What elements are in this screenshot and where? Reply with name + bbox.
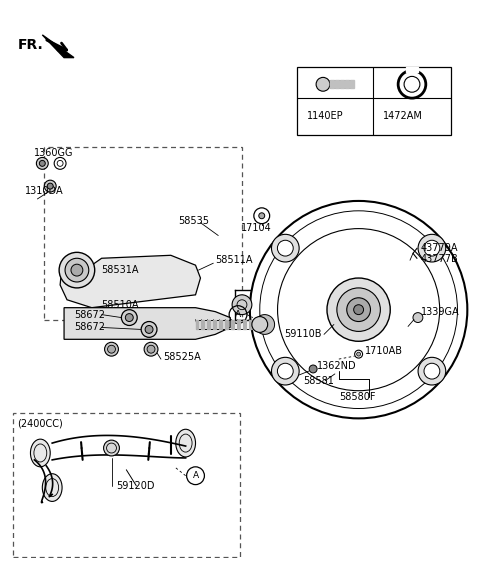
Circle shape [71,264,83,276]
Text: A: A [235,310,241,319]
Circle shape [39,160,45,167]
Circle shape [65,258,89,282]
Text: 17104: 17104 [241,223,272,233]
Circle shape [232,295,252,315]
Text: 43779A: 43779A [421,243,458,254]
Bar [44,146,242,320]
Circle shape [105,342,119,356]
Polygon shape [195,320,199,329]
Circle shape [59,252,95,288]
Circle shape [277,364,293,379]
Text: 1339GA: 1339GA [421,307,459,316]
Polygon shape [202,320,204,329]
Circle shape [121,310,137,325]
Text: 43777B: 43777B [421,254,458,264]
Circle shape [347,298,371,321]
Polygon shape [213,320,216,329]
Text: 58580F: 58580F [339,392,375,402]
Circle shape [147,345,155,353]
Text: (2400CC): (2400CC) [18,419,63,429]
Text: 1360GG: 1360GG [35,149,74,159]
Text: 1140EP: 1140EP [307,111,344,121]
Circle shape [252,316,268,332]
Ellipse shape [42,473,62,502]
Text: 1710AB: 1710AB [364,346,403,356]
Circle shape [413,312,423,323]
Circle shape [125,314,133,321]
Polygon shape [60,255,201,307]
Text: 59110B: 59110B [285,329,322,339]
Text: 58535: 58535 [178,215,209,226]
Ellipse shape [30,439,50,467]
Polygon shape [225,320,228,329]
Circle shape [259,213,264,219]
Polygon shape [345,80,349,88]
Polygon shape [207,320,210,329]
Text: 1310DA: 1310DA [24,186,63,196]
Text: 58672: 58672 [74,323,105,333]
Circle shape [424,364,440,379]
Polygon shape [243,320,246,329]
Text: 1472AM: 1472AM [384,111,423,121]
Circle shape [141,321,157,337]
Circle shape [418,234,446,262]
Circle shape [104,440,120,456]
Polygon shape [406,67,418,72]
Polygon shape [231,320,234,329]
Text: 58672: 58672 [74,310,105,320]
Text: 1362ND: 1362ND [317,361,357,371]
Text: 58531A: 58531A [102,265,139,275]
Polygon shape [42,35,74,58]
Circle shape [309,365,317,373]
Text: 58511A: 58511A [216,255,253,265]
Circle shape [354,305,363,315]
Text: 58510A: 58510A [102,300,139,310]
Bar [12,413,240,557]
Ellipse shape [176,429,195,457]
Circle shape [337,288,380,332]
Text: A: A [192,471,199,480]
Text: 59120D: 59120D [117,481,155,491]
Circle shape [36,158,48,169]
Circle shape [272,357,299,385]
Circle shape [44,180,56,192]
Polygon shape [335,80,339,88]
Circle shape [255,315,275,334]
Polygon shape [64,307,230,339]
Polygon shape [219,320,222,329]
Text: 58525A: 58525A [163,352,201,362]
Circle shape [404,76,420,92]
Circle shape [327,278,390,341]
Text: FR.: FR. [18,38,43,52]
Polygon shape [330,80,334,88]
Circle shape [144,342,158,356]
Circle shape [418,357,446,385]
Circle shape [277,240,293,256]
Circle shape [424,240,440,256]
Circle shape [47,183,53,189]
Circle shape [145,325,153,333]
Text: 58581: 58581 [303,376,334,386]
Polygon shape [249,320,252,329]
Circle shape [272,234,299,262]
Circle shape [316,77,330,91]
Bar [297,67,451,135]
Circle shape [108,345,116,353]
Polygon shape [350,80,354,88]
Circle shape [357,352,360,356]
Polygon shape [340,80,344,88]
Polygon shape [237,320,240,329]
